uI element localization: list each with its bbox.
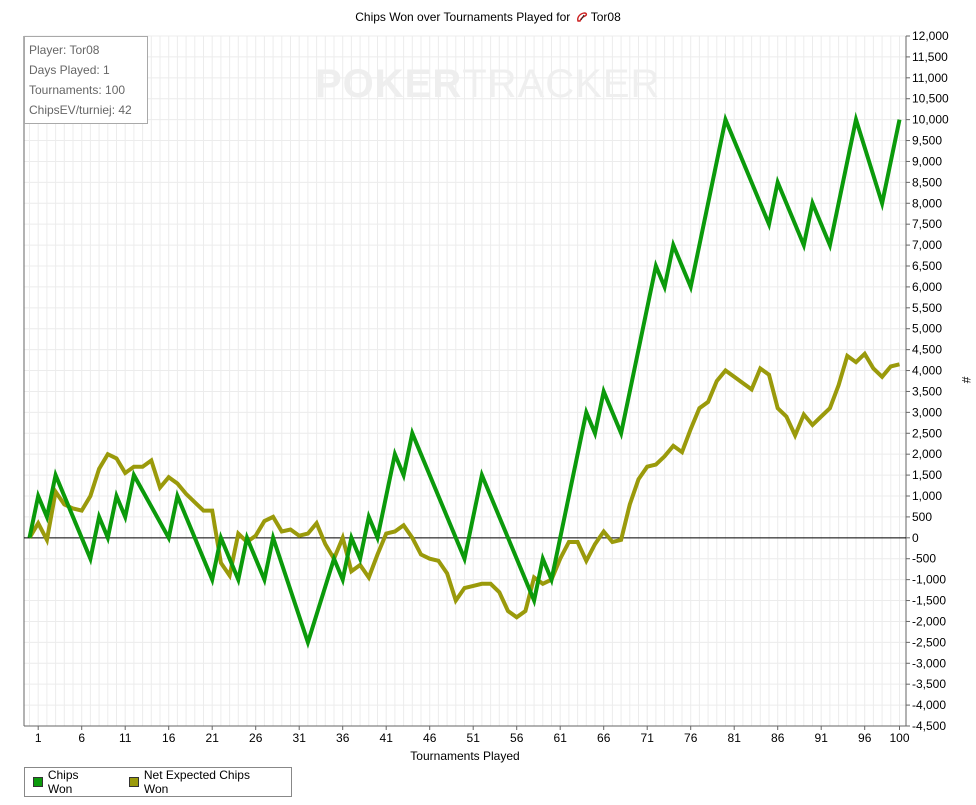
y-tick-label: 12,000 [912,29,949,43]
x-tick-label: 71 [641,731,655,745]
x-tick-label: 61 [554,731,568,745]
y-tick-label: 4,500 [912,343,942,357]
x-tick-label: 100 [889,731,909,745]
legend-label-chips-won: Chips Won [47,768,79,796]
y-tick-label: 1,500 [912,468,942,482]
legend-item-net-expected[interactable]: Net Expected Chips Won [129,768,275,796]
x-tick-label: 16 [162,731,176,745]
player-icon [576,12,587,22]
legend-label-net-expected: Net Expected Chips Won [143,768,250,796]
chart-title-text: Chips Won over Tournaments Played for [355,10,571,24]
x-tick-label: 51 [467,731,481,745]
x-tick-label: 76 [684,731,698,745]
y-tick-label: 3,500 [912,384,942,398]
x-tick-labels: 1 6 11 16 21 26 31 36 41 46 51 56 61 66 71 76 81 86 91 96 10… [35,726,910,745]
y-axis-label: # [959,377,973,384]
x-tick-label: 66 [597,731,611,745]
y-tick-label: 11,000 [912,71,948,85]
y-tick-label: 10,000 [912,113,949,127]
chart-grid [24,35,906,727]
y-tick-label: 6,000 [912,280,942,294]
y-tick-label: 7,500 [912,217,942,231]
x-tick-label: 86 [771,731,785,745]
legend-item-chips-won[interactable]: Chips Won [33,768,105,796]
chart-series [27,111,902,649]
chart-axes [23,36,907,727]
y-tick-label: -2,500 [912,635,946,649]
y-tick-label: 500 [912,510,932,524]
chart-legend: Chips Won Net Expected Chips Won [24,767,292,797]
y-tick-label: 5,000 [912,322,942,336]
y-tick-label: 5,500 [912,301,942,315]
pokertracker-watermark: POKERTRACKER [315,62,660,107]
y-tick-label: 9,500 [912,134,942,148]
y-tick-label: 6,500 [912,259,942,273]
x-tick-label: 81 [728,731,742,745]
x-tick-label: 6 [78,731,85,745]
y-tick-label: 9,000 [912,154,942,168]
y-tick-label: 8,000 [912,196,942,210]
legend-swatch-net-expected [129,777,139,787]
x-tick-label: 41 [380,731,394,745]
x-tick-label: 46 [423,731,437,745]
y-tick-label: -3,500 [912,677,946,691]
y-tick-label: 0 [912,531,919,545]
y-tick-label: -2,000 [912,614,946,628]
y-tick-label: 2,000 [912,447,942,461]
stat-tournaments: Tournaments: 100 [29,83,126,97]
y-tick-label: -1,500 [912,594,946,608]
stats-box: Player: Tor08 Days Played: 1 Tournaments… [24,36,148,124]
stat-days-played: Days Played: 1 [29,63,110,77]
y-tick-label: 10,500 [912,92,949,106]
x-axis-label: Tournaments Played [410,749,519,763]
y-tick-label: -4,500 [912,719,946,733]
y-tick-label: 1,000 [912,489,942,503]
x-tick-label: 26 [249,731,263,745]
series-line-chips-won [27,111,902,649]
y-tick-label: 11,500 [912,50,948,64]
y-tick-label: -500 [912,552,936,566]
stat-chipsev: ChipsEV/turniej: 42 [29,103,132,117]
y-tick-label: 4,000 [912,364,942,378]
x-tick-label: 11 [119,731,132,745]
x-tick-label: 21 [206,731,220,745]
stat-player: Player: Tor08 [29,43,100,57]
x-tick-label: 91 [815,731,829,745]
legend-swatch-chips-won [33,777,43,787]
y-tick-label: 3,000 [912,405,942,419]
x-tick-label: 1 [35,731,42,745]
y-tick-label: -3,000 [912,656,946,670]
y-tick-label: -4,000 [912,698,946,712]
watermark-bold: POKER [315,62,463,106]
y-tick-label: 7,000 [912,238,942,252]
x-tick-label: 96 [858,731,872,745]
y-tick-label: 2,500 [912,426,942,440]
watermark-light: TRACKER [462,62,661,106]
x-tick-label: 36 [336,731,350,745]
y-tick-label: -1,000 [912,573,946,587]
series-line-net-expected-chips-won [27,350,900,620]
chart-title: Chips Won over Tournaments Played for To… [0,10,976,24]
x-tick-label: 31 [293,731,307,745]
y-tick-labels: 12,000 11,500 11,000 10,500 10,000 9,500 9,000… [906,29,949,733]
player-name: Tor08 [590,10,621,24]
y-tick-label: 8,500 [912,175,942,189]
x-tick-label: 56 [510,731,524,745]
